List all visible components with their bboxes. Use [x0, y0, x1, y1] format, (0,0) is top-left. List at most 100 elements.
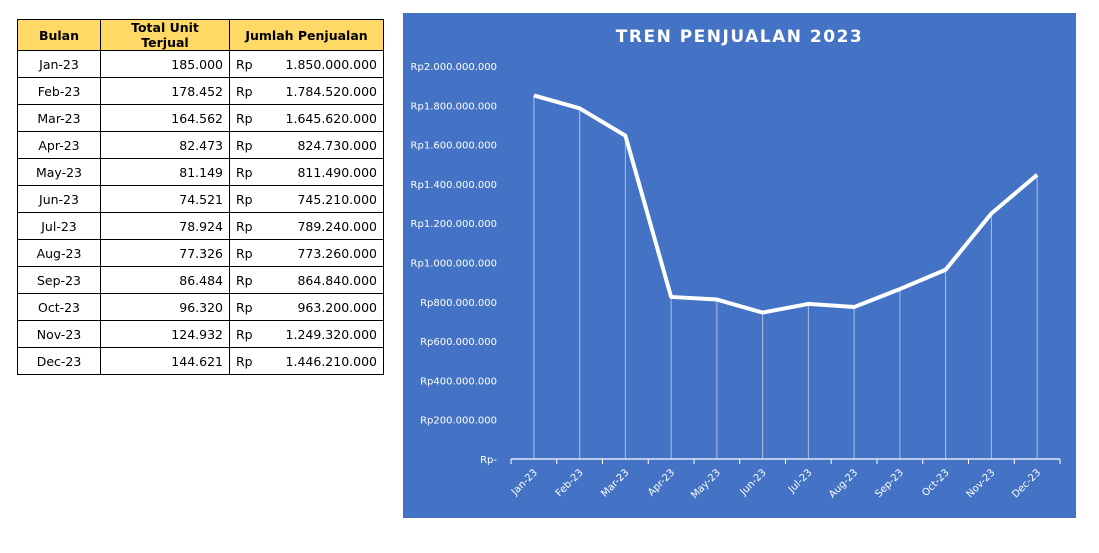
sales-trend-chart: TREN PENJUALAN 2023 Rp- Rp200.000.000 Rp40…	[403, 13, 1076, 518]
table-row: Oct-23 96.320 Rp 963.200.000	[17, 293, 384, 321]
x-tick-label: Oct-23	[920, 467, 952, 499]
table-row: Aug-23 77.326 Rp 773.260.000	[17, 239, 384, 267]
units-cell: 124.932	[100, 320, 230, 348]
y-tick-label: Rp1.600.000.000	[411, 141, 497, 152]
chart-title: TREN PENJUALAN 2023	[615, 27, 864, 47]
column-header: Bulan	[17, 19, 101, 51]
x-tick-label: Nov-23	[965, 467, 998, 500]
month-cell: Dec-23	[17, 347, 101, 375]
y-tick-label: Rp1.200.000.000	[411, 219, 497, 230]
y-tick-label: Rp800.000.000	[420, 298, 497, 309]
x-tick-label: Dec-23	[1010, 467, 1043, 500]
sales-cell: Rp 864.840.000	[229, 266, 384, 294]
currency-label: Rp	[236, 164, 253, 180]
x-tick-label: May-23	[689, 467, 723, 501]
units-cell: 144.621	[100, 347, 230, 375]
sales-cell: Rp 1.645.620.000	[229, 104, 384, 132]
month-cell: Sep-23	[17, 266, 101, 294]
month-cell: Mar-23	[17, 104, 101, 132]
y-tick-label: Rp1.400.000.000	[411, 180, 497, 191]
currency-label: Rp	[236, 326, 253, 342]
y-tick-label: Rp600.000.000	[420, 337, 497, 348]
table-row: Mar-23 164.562 Rp 1.645.620.000	[17, 104, 384, 132]
month-cell: Feb-23	[17, 77, 101, 105]
column-header: Jumlah Penjualan	[229, 19, 384, 51]
y-tick-label: Rp1.000.000.000	[411, 259, 497, 270]
units-cell: 178.452	[100, 77, 230, 105]
sales-amount: 1.645.620.000	[285, 110, 377, 126]
sales-amount: 824.730.000	[297, 137, 377, 153]
x-tick-label: Jun-23	[738, 467, 769, 498]
column-header: Total Unit Terjual	[100, 19, 230, 51]
month-cell: May-23	[17, 158, 101, 186]
y-tick-label: Rp-	[480, 455, 497, 466]
y-tick-label: Rp200.000.000	[420, 416, 497, 427]
sales-table: Bulan Total Unit Terjual Jumlah Penjualan …	[17, 19, 384, 375]
currency-label: Rp	[236, 245, 253, 261]
units-cell: 185.000	[100, 50, 230, 78]
sales-amount: 773.260.000	[297, 245, 377, 261]
currency-label: Rp	[236, 353, 253, 369]
currency-label: Rp	[236, 272, 253, 288]
table-row: Jun-23 74.521 Rp 745.210.000	[17, 185, 384, 213]
month-cell: Aug-23	[17, 239, 101, 267]
sales-amount: 1.784.520.000	[285, 83, 377, 99]
table-row: Dec-23 144.621 Rp 1.446.210.000	[17, 347, 384, 375]
sales-amount: 811.490.000	[297, 164, 377, 180]
sales-cell: Rp 745.210.000	[229, 185, 384, 213]
sales-cell: Rp 963.200.000	[229, 293, 384, 321]
sales-amount: 745.210.000	[297, 191, 377, 207]
table-row: May-23 81.149 Rp 811.490.000	[17, 158, 384, 186]
currency-label: Rp	[236, 137, 253, 153]
sales-amount: 1.850.000.000	[285, 56, 377, 72]
sales-amount: 1.446.210.000	[285, 353, 377, 369]
units-cell: 78.924	[100, 212, 230, 240]
table-row: Feb-23 178.452 Rp 1.784.520.000	[17, 77, 384, 105]
sales-cell: Rp 811.490.000	[229, 158, 384, 186]
units-cell: 81.149	[100, 158, 230, 186]
x-tick-label: Mar-23	[599, 467, 631, 499]
chart-plot: Rp- Rp200.000.000 Rp400.000.000 Rp600.000.0…	[411, 62, 1061, 501]
x-tick-label: Feb-23	[554, 467, 586, 499]
sales-cell: Rp 1.850.000.000	[229, 50, 384, 78]
units-cell: 74.521	[100, 185, 230, 213]
table-row: Apr-23 82.473 Rp 824.730.000	[17, 131, 384, 159]
month-cell: Jun-23	[17, 185, 101, 213]
sales-line	[533, 93, 1039, 315]
x-tick-label: Jan-23	[509, 467, 540, 498]
sales-cell: Rp 824.730.000	[229, 131, 384, 159]
x-tick-label: Sep-23	[873, 467, 906, 500]
x-tick-label: Apr-23	[646, 467, 677, 498]
month-cell: Apr-23	[17, 131, 101, 159]
units-cell: 86.484	[100, 266, 230, 294]
x-tick-label: Jul-23	[786, 467, 815, 496]
table-row: Sep-23 86.484 Rp 864.840.000	[17, 266, 384, 294]
sales-cell: Rp 1.784.520.000	[229, 77, 384, 105]
month-cell: Jul-23	[17, 212, 101, 240]
units-cell: 164.562	[100, 104, 230, 132]
sales-amount: 963.200.000	[297, 299, 377, 315]
y-tick-label: Rp1.800.000.000	[411, 101, 497, 112]
currency-label: Rp	[236, 191, 253, 207]
table-row: Jan-23 185.000 Rp 1.850.000.000	[17, 50, 384, 78]
units-cell: 96.320	[100, 293, 230, 321]
currency-label: Rp	[236, 83, 253, 99]
month-cell: Jan-23	[17, 50, 101, 78]
sales-cell: Rp 1.446.210.000	[229, 347, 384, 375]
x-tick-label: Aug-23	[827, 467, 860, 500]
sales-amount: 864.840.000	[297, 272, 377, 288]
units-cell: 77.326	[100, 239, 230, 267]
sales-amount: 1.249.320.000	[285, 326, 377, 342]
sales-cell: Rp 789.240.000	[229, 212, 384, 240]
sales-cell: Rp 1.249.320.000	[229, 320, 384, 348]
currency-label: Rp	[236, 218, 253, 234]
units-cell: 82.473	[100, 131, 230, 159]
sales-amount: 789.240.000	[297, 218, 377, 234]
currency-label: Rp	[236, 299, 253, 315]
month-cell: Oct-23	[17, 293, 101, 321]
currency-label: Rp	[236, 56, 253, 72]
table-row: Nov-23 124.932 Rp 1.249.320.000	[17, 320, 384, 348]
month-cell: Nov-23	[17, 320, 101, 348]
currency-label: Rp	[236, 110, 253, 126]
y-tick-label: Rp2.000.000.000	[411, 62, 497, 73]
